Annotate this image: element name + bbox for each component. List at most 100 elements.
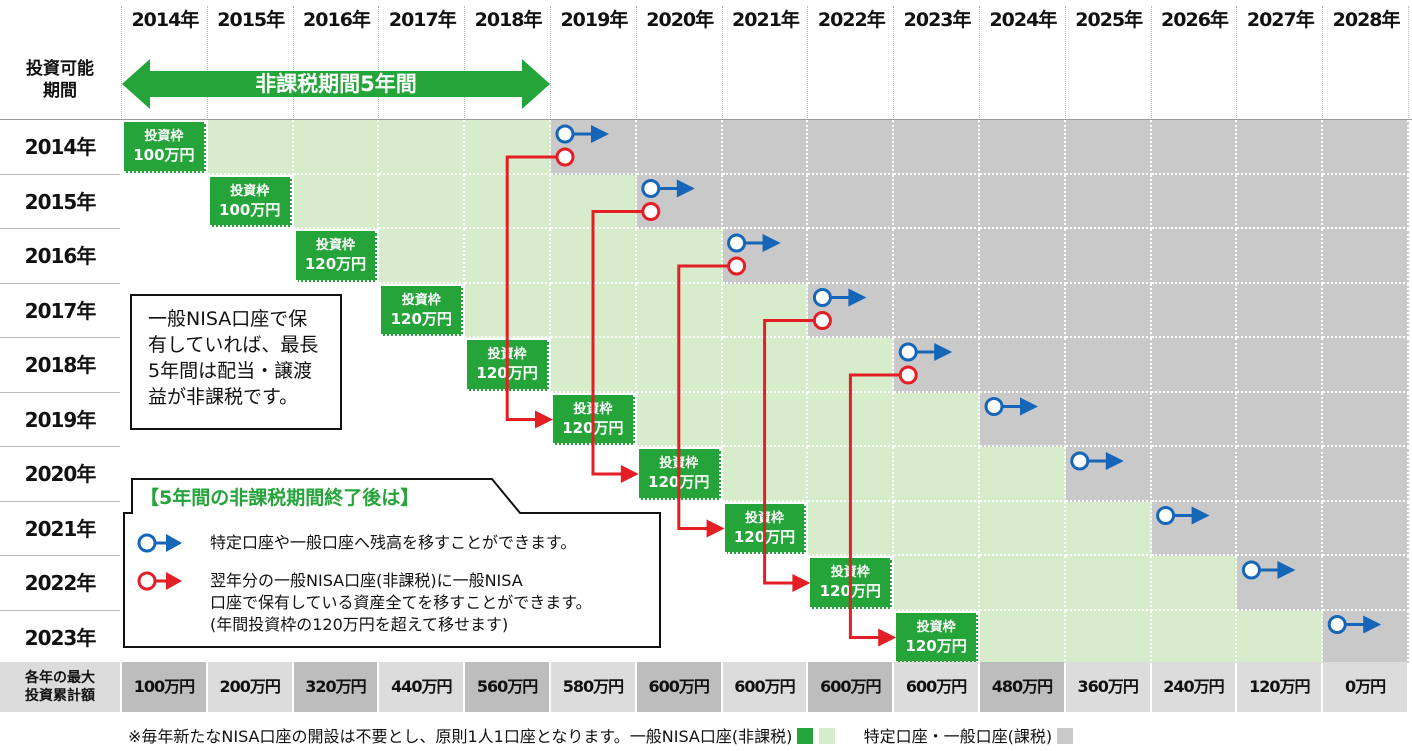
taxable-cell [1323, 174, 1409, 229]
header-year: 2024年 [989, 9, 1057, 31]
taxable-cell [636, 120, 723, 175]
header-year: 2025年 [1075, 9, 1143, 31]
blue-transfer-circle [812, 288, 832, 307]
header-year: 2023年 [903, 9, 972, 31]
total-value: 100万円 [122, 662, 206, 712]
grid-divider [1150, 6, 1152, 118]
quota-cell: 投資枠 120万円 [896, 612, 978, 663]
legend-title: 【5年間の非課税期間終了後は】 [140, 487, 420, 509]
grid-cell [379, 392, 466, 447]
total-value: 200万円 [207, 662, 292, 712]
tax-free-cell [1065, 501, 1152, 556]
header-year: 2026年 [1161, 9, 1229, 31]
taxable-cell [1237, 120, 1324, 175]
row-year-label: 2017年 [24, 298, 97, 323]
taxable-cell [722, 174, 809, 229]
quota-amount: 100万円 [219, 200, 281, 219]
row-year-label: 2021年 [24, 516, 97, 541]
row-divider [0, 337, 120, 338]
grid-cell [379, 338, 466, 393]
blue-transfer-arrowhead [1020, 397, 1038, 416]
red-rollover-arrow-icon [137, 571, 182, 591]
blue-transfer-arrowhead [676, 179, 695, 198]
taxable-cell [1065, 338, 1152, 393]
header-year: 2021年 [732, 9, 800, 31]
blue-transfer-circle [984, 397, 1004, 416]
grid-divider [893, 6, 895, 118]
legend-red-text: 翌年分の一般NISA口座(非課税)に一般NISA 口座で保有している資産全てを移… [210, 571, 592, 634]
tax-note-box: 一般NISA口座で保 有していれば、最長 5年間は配当・譲渡 益が非課税です。 [130, 294, 342, 430]
taxable-cell [980, 338, 1066, 393]
banner-text: 非課税期間5年間 [255, 72, 417, 96]
taxable-cell [808, 229, 895, 284]
tax-free-cell [894, 392, 980, 447]
total-value: 440万円 [379, 662, 464, 712]
taxable-cell [1151, 120, 1238, 175]
tax-free-banner: 非課税期間5年間 [122, 59, 550, 109]
grid-divider [1064, 6, 1066, 118]
grid-divider [121, 6, 122, 118]
quota-amount: 120万円 [304, 255, 367, 273]
taxable-cell [1323, 392, 1409, 447]
tax-free-cell [379, 120, 466, 175]
taxable-cell [1323, 447, 1409, 502]
row-divider [0, 446, 120, 447]
total-value: 320万円 [293, 662, 378, 712]
quota-amount: 100万円 [133, 146, 195, 164]
red-rollover-line [848, 373, 901, 639]
tax-free-cell [980, 447, 1066, 502]
red-rollover-arrowhead [878, 628, 897, 647]
totals-label: 各年の最大 投資累計額 [0, 662, 120, 712]
taxable-cell [1323, 338, 1409, 393]
taxable-cell [1237, 338, 1324, 393]
grid-divider [292, 6, 294, 118]
blue-transfer-arrowhead [934, 343, 953, 361]
total-value: 480万円 [980, 662, 1064, 712]
grid-cell [636, 556, 723, 611]
total-value: 580万円 [551, 662, 635, 712]
total-value: 600万円 [636, 662, 721, 712]
red-rollover-circle [727, 256, 747, 276]
taxable-cell [1237, 447, 1324, 502]
row-divider [0, 500, 120, 502]
taxable-cell [894, 229, 980, 284]
grid-cell [122, 174, 208, 229]
red-rollover-arrowhead [792, 574, 811, 592]
tax-free-cell [980, 556, 1066, 611]
taxable-cell [722, 120, 809, 175]
header-year: 2014年 [131, 9, 199, 31]
tax-free-cell [1151, 556, 1238, 611]
red-rollover-line [591, 210, 643, 476]
grid-divider [635, 6, 637, 118]
grid-cell [293, 392, 380, 447]
taxable-cell [980, 120, 1066, 175]
total-value: 560万円 [465, 662, 549, 712]
blue-transfer-arrowhead [848, 288, 867, 307]
quota-cell: 投資枠 120万円 [381, 285, 464, 336]
period-label: 投資可能 期間 [26, 59, 94, 101]
blue-transfer-circle [1070, 451, 1090, 471]
red-rollover-arrowhead [706, 519, 725, 538]
blue-transfer-circle [898, 342, 918, 362]
grid-divider [979, 6, 980, 118]
tax-free-cell [1065, 610, 1152, 665]
taxable-cell [1237, 392, 1324, 447]
taxable-cell [1323, 283, 1409, 338]
taxable-cell [808, 120, 895, 175]
blue-transfer-arrowhead [1105, 452, 1124, 470]
tax-free-cell [293, 120, 380, 175]
row-year-label: 2019年 [24, 407, 97, 432]
taxable-cell [894, 174, 980, 229]
row-year-label: 2015年 [24, 189, 97, 214]
row-divider [0, 282, 120, 284]
quota-amount: 120万円 [390, 309, 452, 328]
taxable-cell [1151, 174, 1238, 229]
red-rollover-circle [898, 365, 918, 385]
header-year: 2015年 [217, 9, 285, 31]
quota-label: 投資枠 [144, 129, 184, 144]
legend-swatch-green [797, 728, 814, 744]
tax-free-cell [207, 120, 294, 175]
footer-note: ※毎年新たなNISA口座の開設は不要とし、原則1人1口座となります。一般NISA… [128, 726, 1074, 748]
taxable-cell [980, 174, 1066, 229]
red-rollover-line [505, 155, 557, 421]
